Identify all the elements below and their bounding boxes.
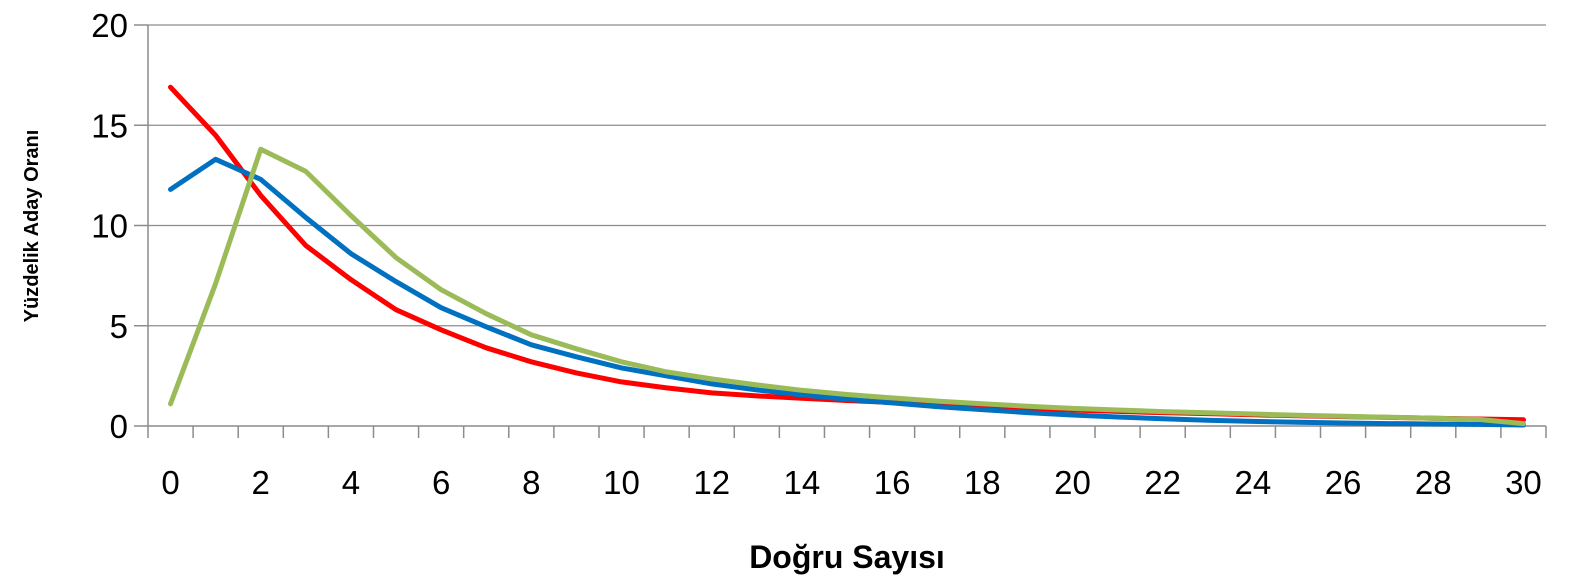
y-tick-labels: 0 5 10 15 20 — [91, 7, 128, 445]
x-tick-label: 20 — [1054, 464, 1091, 501]
x-tick-label: 8 — [522, 464, 540, 501]
series-line-2 — [168, 156, 1526, 428]
y-tick-label: 15 — [91, 107, 128, 144]
x-tick-label: 6 — [432, 464, 450, 501]
series-line-3 — [168, 146, 1526, 427]
x-tick-label: 2 — [252, 464, 270, 501]
x-tick-label: 16 — [874, 464, 911, 501]
y-axis-title: Yüzdelik Aday Oranı — [21, 130, 43, 323]
axes — [134, 24, 1547, 438]
x-axis-title: Doğru Sayısı — [749, 539, 945, 575]
series-group — [168, 84, 1526, 428]
x-tick-label: 26 — [1325, 464, 1362, 501]
gridlines — [148, 24, 1546, 327]
series-line-1 — [168, 84, 1526, 423]
y-tick-label: 0 — [110, 408, 128, 445]
x-tick-labels: 0 2 4 6 8 10 12 14 16 18 20 22 24 26 28 30 — [161, 464, 1541, 501]
y-tick-label: 20 — [91, 7, 128, 44]
x-tick-label: 10 — [603, 464, 640, 501]
x-tick-label: 14 — [784, 464, 821, 501]
y-tick-label: 5 — [110, 308, 128, 345]
x-tick-label: 28 — [1415, 464, 1452, 501]
x-tick-label: 4 — [342, 464, 360, 501]
y-tick-label: 10 — [91, 208, 128, 245]
x-tick-label: 30 — [1505, 464, 1542, 501]
x-tick-label: 0 — [161, 464, 179, 501]
x-tick-label: 22 — [1144, 464, 1181, 501]
x-tick-label: 18 — [964, 464, 1001, 501]
x-tick-label: 24 — [1235, 464, 1272, 501]
x-tick-label: 12 — [693, 464, 730, 501]
